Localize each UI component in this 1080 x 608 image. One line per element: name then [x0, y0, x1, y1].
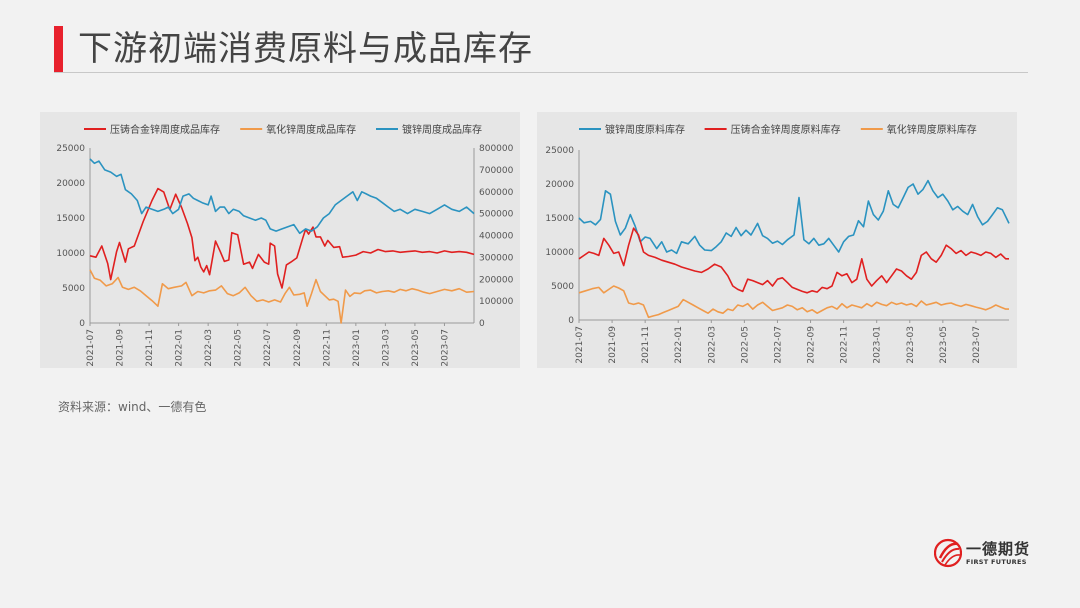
y-left-tick-label: 5000: [551, 282, 574, 292]
x-tick-label: 2022-01: [175, 329, 185, 367]
x-tick-label: 2021-09: [608, 326, 618, 364]
y-left-tick-label: 25000: [56, 144, 85, 154]
title-accent-bar: [54, 26, 63, 72]
x-tick-label: 2023-03: [906, 326, 916, 364]
x-tick-label: 2022-07: [773, 326, 783, 364]
y-left-tick-label: 0: [568, 316, 574, 326]
raw-inventory-chart: 镀锌周度原料库存 压铸合金锌周度原料库存 氧化锌周度原料库存 0 5000 10000 15…: [545, 123, 1010, 364]
series-line-2: [89, 158, 475, 235]
x-tick-label: 2021-07: [575, 326, 585, 364]
x-tick-label: 2023-05: [411, 329, 421, 367]
logo-subtitle: FIRST FUTURES: [966, 558, 1027, 566]
x-tick-label: 2021-11: [641, 326, 651, 364]
x-tick-label: 2022-09: [293, 329, 303, 367]
x-tick-label: 2021-07: [86, 329, 96, 367]
series-line-1: [89, 269, 475, 324]
x-tick-label: 2022-05: [740, 326, 750, 364]
title-divider: [54, 72, 1028, 73]
legend-label-1: 氧化锌周度成品库存: [266, 123, 356, 136]
legend-label-2: 镀锌周度成品库存: [402, 123, 482, 136]
series-line-0: [578, 179, 1010, 255]
x-tick-label: 2022-09: [807, 326, 817, 364]
series-line-0: [89, 187, 475, 289]
series-line-1: [578, 227, 1009, 294]
x-tick-label: 2022-03: [707, 326, 717, 364]
x-tick-label: 2022-11: [840, 326, 850, 364]
y-left-tick-label: 5000: [62, 284, 85, 294]
y-left-tick-label: 15000: [545, 214, 574, 224]
y-right-tick-label: 200000: [479, 275, 514, 285]
x-tick-label: 2022-03: [204, 329, 214, 367]
y-right-tick-label: 800000: [479, 144, 514, 154]
x-tick-label: 2023-05: [939, 326, 949, 364]
legend-label-2: 氧化锌周度原料库存: [887, 123, 977, 136]
x-tick-label: 2023-01: [352, 329, 362, 367]
y-right-tick-label: 300000: [479, 253, 514, 263]
y-left-tick-label: 25000: [545, 146, 574, 156]
y-right-tick-label: 600000: [479, 188, 514, 198]
chart-panel-raw-inventory: 镀锌周度原料库存 压铸合金锌周度原料库存 氧化锌周度原料库存 0 5000 10000 15…: [537, 112, 1017, 368]
y-right-tick-label: 0: [479, 319, 485, 329]
page-title: 下游初端消费原料与成品库存: [78, 29, 533, 69]
chart-panel-finished-inventory: 压铸合金锌周度成品库存 氧化锌周度成品库存 镀锌周度成品库存 0 5000 10000 15…: [40, 112, 520, 368]
legend-label-0: 镀锌周度原料库存: [605, 123, 685, 136]
x-tick-label: 2022-11: [322, 329, 332, 367]
company-logo: 一德期货 FIRST FUTURES: [934, 534, 1044, 574]
x-tick-label: 2021-09: [116, 329, 126, 367]
legend-label-0: 压铸合金锌周度成品库存: [110, 123, 220, 136]
x-tick-label: 2022-01: [674, 326, 684, 364]
y-left-tick-label: 0: [79, 319, 85, 329]
y-left-tick-label: 20000: [545, 180, 574, 190]
series-line-2: [578, 285, 1009, 319]
y-left-tick-label: 20000: [56, 179, 85, 189]
x-tick-label: 2021-11: [145, 329, 155, 367]
legend-label-1: 压铸合金锌周度原料库存: [731, 123, 841, 136]
x-tick-label: 2023-03: [381, 329, 391, 367]
logo-mark-icon: [934, 538, 962, 568]
finished-inventory-chart: 压铸合金锌周度成品库存 氧化锌周度成品库存 镀锌周度成品库存 0 5000 10000 15…: [56, 123, 514, 367]
y-left-tick-label: 10000: [56, 249, 85, 259]
y-left-tick-label: 15000: [56, 214, 85, 224]
y-right-tick-label: 700000: [479, 166, 514, 176]
x-tick-label: 2022-05: [234, 329, 244, 367]
y-right-tick-label: 400000: [479, 232, 514, 242]
x-tick-label: 2023-01: [873, 326, 883, 364]
x-tick-label: 2023-07: [972, 326, 982, 364]
source-note: 资料来源：wind、一德有色: [58, 400, 207, 414]
logo-name: 一德期货: [966, 540, 1031, 558]
x-tick-label: 2022-07: [263, 329, 273, 367]
y-left-tick-label: 10000: [545, 248, 574, 258]
y-right-tick-label: 500000: [479, 210, 514, 220]
y-right-tick-label: 100000: [479, 297, 514, 307]
x-tick-label: 2023-07: [440, 329, 450, 367]
